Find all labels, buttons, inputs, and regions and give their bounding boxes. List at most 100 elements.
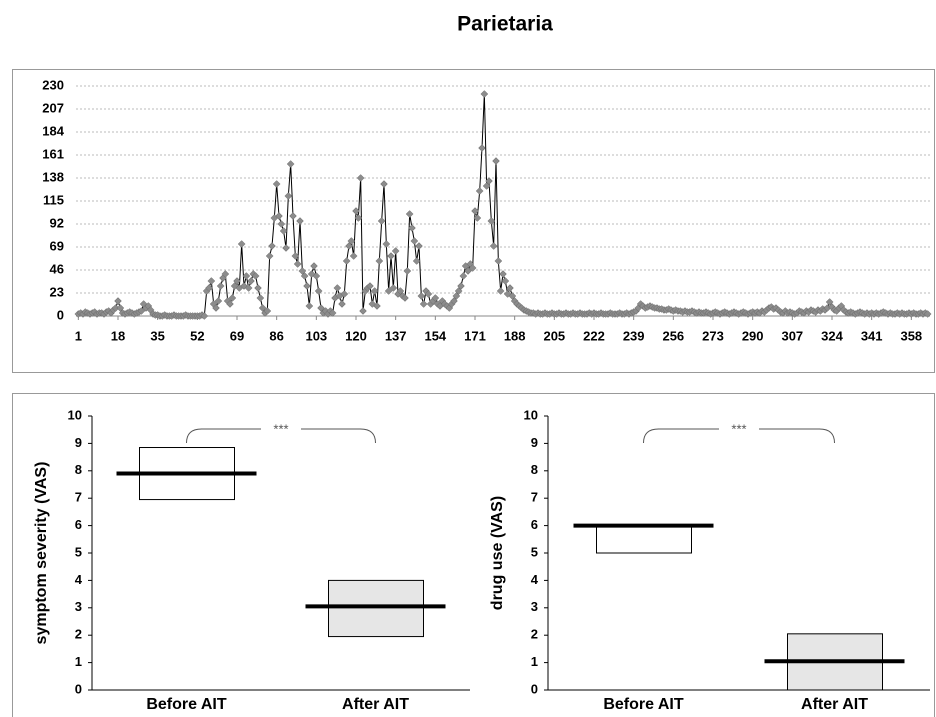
y-tick-label: 1 [531, 654, 538, 669]
y-tick-label: 161 [42, 146, 64, 161]
data-point [459, 272, 468, 280]
x-tick-label: 307 [781, 328, 803, 343]
data-point [347, 237, 356, 245]
chart-title: Parietaria [457, 13, 553, 36]
data-point [373, 302, 381, 310]
data-point [410, 237, 419, 245]
y-tick-label: 6 [75, 517, 82, 532]
y-tick-label: 5 [75, 544, 82, 559]
data-point [296, 217, 304, 225]
y-tick-label: 9 [531, 435, 538, 450]
data-point [923, 310, 932, 318]
data-point [282, 244, 290, 252]
y-tick-label: 92 [50, 215, 64, 230]
data-point [291, 252, 300, 260]
x-tick-label: Before AIT [603, 696, 684, 713]
data-point [415, 242, 423, 250]
data-point [307, 270, 316, 278]
x-tick-label: 256 [662, 328, 684, 343]
y-tick-label: 0 [531, 681, 538, 696]
y-tick-label: 10 [524, 407, 538, 422]
y-axis-label: drug use (VAS) [489, 496, 506, 610]
x-tick-label: 239 [623, 328, 645, 343]
data-point [424, 290, 433, 298]
x-tick-label: 273 [702, 328, 724, 343]
data-point [233, 277, 241, 285]
data-point [226, 300, 234, 308]
data-point [354, 214, 363, 222]
x-tick-label: 35 [150, 328, 164, 343]
x-tick-label: 324 [821, 328, 843, 343]
x-tick-label: 358 [900, 328, 922, 343]
x-tick-label: 188 [504, 328, 526, 343]
data-point [391, 247, 400, 255]
data-point [352, 207, 360, 215]
data-point [256, 294, 265, 302]
y-tick-label: 4 [531, 572, 539, 587]
data-point [412, 257, 421, 265]
data-point [300, 272, 309, 280]
data-point [468, 264, 477, 272]
data-point [389, 284, 398, 292]
x-tick-label: 154 [424, 328, 446, 343]
data-point [293, 260, 302, 268]
y-tick-label: 69 [50, 238, 64, 253]
box [328, 579, 424, 638]
x-tick-label: 103 [305, 328, 327, 343]
data-point [366, 282, 374, 290]
panel-frame [12, 69, 935, 373]
y-tick-label: 2 [75, 627, 82, 642]
data-point [475, 187, 484, 195]
x-tick-label: 205 [543, 328, 565, 343]
y-tick-label: 10 [68, 407, 82, 422]
data-point [212, 304, 220, 312]
data-point [382, 240, 391, 248]
data-point [244, 284, 253, 292]
data-point [221, 270, 230, 278]
panel-frame [12, 393, 935, 717]
data-point [457, 282, 465, 290]
x-tick-label: 290 [742, 328, 764, 343]
data-point [328, 309, 337, 317]
y-tick-label: 207 [42, 100, 64, 115]
y-tick-label: 230 [42, 77, 64, 92]
y-tick-label: 3 [75, 599, 82, 614]
x-tick-label: After AIT [801, 696, 868, 713]
data-point [275, 212, 283, 220]
data-point [492, 157, 500, 165]
box [596, 525, 692, 554]
data-point [494, 257, 503, 265]
data-point [114, 297, 122, 305]
data-point [387, 252, 395, 260]
data-point [489, 242, 498, 250]
y-tick-label: 46 [50, 261, 64, 276]
y-tick-label: 1 [75, 654, 82, 669]
data-point [272, 180, 281, 188]
x-tick-label: After AIT [342, 696, 409, 713]
data-point [485, 177, 493, 185]
x-tick-label: 120 [345, 328, 367, 343]
data-point [496, 287, 505, 295]
x-tick-label: Before AIT [146, 696, 227, 713]
data-point [333, 284, 342, 292]
x-tick-label: 69 [230, 328, 244, 343]
data-point [359, 307, 367, 315]
y-tick-label: 0 [75, 681, 82, 696]
data-point [207, 277, 216, 285]
data-point [349, 252, 358, 260]
data-point [473, 214, 482, 222]
data-point [419, 300, 428, 308]
data-point [478, 144, 486, 152]
x-tick-label: 18 [111, 328, 125, 343]
data-point [268, 242, 276, 250]
data-point [370, 287, 379, 295]
data-point [403, 267, 412, 275]
data-point [375, 257, 384, 265]
data-point [338, 300, 346, 308]
y-tick-label: 8 [531, 462, 538, 477]
y-tick-label: 5 [531, 544, 538, 559]
data-point [265, 252, 274, 260]
data-point [471, 207, 479, 215]
y-axis-label: symptom severity (VAS) [33, 462, 50, 645]
y-tick-label: 23 [50, 284, 64, 299]
